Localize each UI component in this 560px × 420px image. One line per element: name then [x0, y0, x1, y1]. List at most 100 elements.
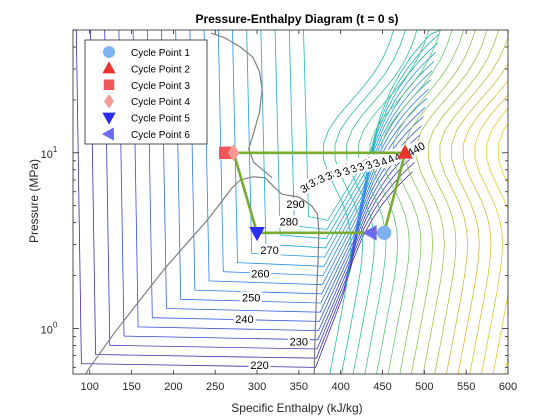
- saturation-dome-line: [84, 176, 320, 374]
- isotherm-label: 230: [290, 337, 308, 349]
- isotherm-label: 250: [242, 292, 260, 304]
- x-tick-label: 250: [206, 381, 224, 393]
- triangle-up-marker: [397, 144, 413, 159]
- x-tick-label: 150: [122, 381, 140, 393]
- triangle-down-marker: [102, 112, 116, 125]
- triangle-down-marker: [249, 226, 265, 242]
- legend-label: Cycle Point 6: [131, 130, 190, 141]
- isotherm-line: [474, 94, 508, 374]
- y-tick-base: 10: [41, 149, 53, 161]
- x-tick-label: 500: [415, 381, 433, 393]
- isotherm-label-bg: [277, 215, 300, 228]
- isotherm-line: [369, 30, 441, 374]
- isotherm-label-bg: [248, 358, 271, 371]
- legend-label: Cycle Point 3: [131, 81, 190, 92]
- saturation-dome: [84, 32, 320, 374]
- isotherm-label: 220: [250, 360, 268, 372]
- diamond-marker: [227, 144, 240, 162]
- chart-title: Pressure-Enthalpy Diagram (t = 0 s): [195, 12, 398, 26]
- isotherm-label: 240: [235, 314, 253, 326]
- isotherm-line: [274, 30, 438, 240]
- critical-curve-line: [210, 32, 273, 179]
- isotherm-label-group: 290: [284, 198, 307, 211]
- plot-frame: [72, 29, 509, 375]
- isotherm-line: [161, 30, 424, 313]
- x-tick-label: 300: [248, 381, 266, 393]
- y-tick-label: 101: [41, 145, 58, 161]
- y-tick-exponent: 0: [53, 320, 58, 329]
- x-tick-label: 200: [164, 381, 182, 393]
- isotherm-label-group: 260: [249, 267, 272, 281]
- isotherm-line: [303, 30, 442, 221]
- x-tick-label: 600: [499, 381, 517, 393]
- isotherm-label-group: 240: [233, 313, 256, 326]
- isotherm-line: [486, 107, 508, 374]
- legend-box: [84, 39, 208, 145]
- isotherm-label-bg: [233, 313, 256, 326]
- cycle-points: [219, 144, 413, 242]
- isotherm-label-bg: [249, 267, 272, 280]
- y-tick-label: 100: [41, 320, 58, 336]
- legend-label: Cycle Point 2: [131, 64, 190, 75]
- y-tick-base: 10: [41, 324, 53, 336]
- legend-item[interactable]: Cycle Point 6: [101, 127, 191, 141]
- isotherm-line: [439, 35, 508, 374]
- x-tick-label: 450: [373, 381, 391, 393]
- x-tick-label: 400: [332, 381, 350, 393]
- isotherm-label-group: 220: [248, 358, 271, 372]
- isotherm-line: [357, 30, 430, 374]
- legend[interactable]: Cycle Point 1 Cycle Point 2 Cycle Point 3 C…: [84, 39, 208, 145]
- x-tick-label: 550: [457, 381, 475, 393]
- circle-marker: [102, 45, 116, 59]
- legend-item[interactable]: Cycle Point 3: [103, 79, 191, 92]
- y-axis-label: Pressure (MPa): [27, 159, 41, 243]
- legend-item[interactable]: Cycle Point 1: [102, 45, 190, 59]
- legend-item[interactable]: Cycle Point 5: [102, 112, 190, 125]
- isotherm-line: [288, 30, 440, 230]
- isotherm-label: 280: [280, 217, 298, 229]
- isotherm-line: [510, 30, 560, 374]
- triangle-up-marker: [102, 61, 116, 74]
- isotherm-line: [404, 30, 476, 374]
- isotherm-line: [232, 30, 433, 267]
- isotherm-label-group: 270: [258, 243, 281, 257]
- x-tick-label: 100: [81, 381, 99, 393]
- diamond-marker: [104, 94, 114, 109]
- isotherm-line: [381, 30, 453, 374]
- isotherm-label-group: 230: [287, 335, 310, 349]
- legend-item[interactable]: Cycle Point 2: [102, 61, 190, 75]
- triangle-left-marker: [101, 127, 114, 141]
- x-tick-label: 350: [290, 381, 308, 393]
- triangle-left-marker: [362, 225, 377, 241]
- isotherm-line: [146, 30, 422, 322]
- isotherm-label: 290: [286, 199, 304, 211]
- x-axis-label: Specific Enthalpy (kJ/kg): [231, 401, 362, 415]
- isotherm-line: [392, 30, 465, 374]
- isotherm-label-group: 280: [277, 215, 300, 229]
- isotherm-line: [451, 62, 508, 374]
- legend-label: Cycle Point 4: [131, 97, 190, 108]
- isotherm-line: [462, 79, 508, 374]
- isotherm-line: [427, 30, 500, 374]
- y-tick-exponent: 1: [53, 145, 58, 154]
- square-marker: [103, 79, 115, 91]
- legend-label: Cycle Point 5: [131, 114, 190, 125]
- isotherm-label-bg: [240, 291, 263, 304]
- square-marker: [219, 146, 232, 160]
- isotherm-labels: 2202302402502602702802903003103203303403…: [233, 138, 429, 372]
- isotherm-label-group: 250: [240, 291, 263, 304]
- isotherm-label: 260: [251, 269, 269, 281]
- legend-label: Cycle Point 1: [131, 48, 190, 59]
- isotherm-line: [346, 30, 418, 374]
- isotherm-label-bg: [287, 335, 310, 348]
- isotherm-label-bg: [284, 198, 307, 211]
- isotherm-line: [334, 30, 406, 374]
- isotherm-line: [322, 30, 395, 374]
- legend-item[interactable]: Cycle Point 4: [104, 94, 190, 109]
- isotherm-label-bg: [258, 243, 281, 256]
- isotherm-label: 270: [260, 245, 278, 257]
- isotherm-line: [260, 30, 436, 249]
